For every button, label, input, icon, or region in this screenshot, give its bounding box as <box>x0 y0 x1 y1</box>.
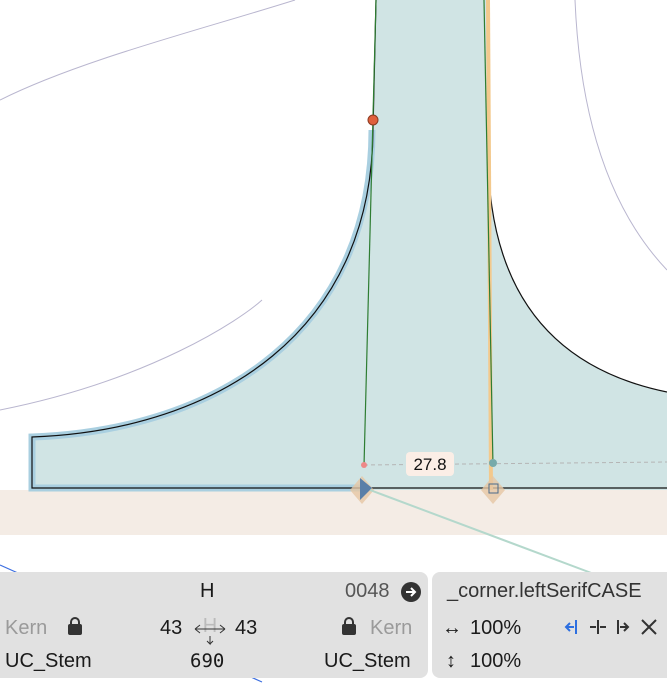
component-name[interactable]: _corner.leftSerifCASE <box>447 580 642 602</box>
measure-label: 27.8 <box>413 455 446 474</box>
node[interactable] <box>367 114 379 126</box>
right-metrics-key[interactable]: UC_Stem <box>324 650 411 672</box>
glyph-name[interactable]: H <box>200 580 215 602</box>
glyph-width[interactable]: 690 <box>190 650 225 672</box>
node[interactable] <box>489 459 497 467</box>
lock-icon[interactable] <box>340 616 358 636</box>
handle-line <box>363 0 377 467</box>
scale-x-icon: ↔ <box>442 617 462 639</box>
glyph-shape[interactable] <box>30 0 667 490</box>
handle-line <box>483 0 494 467</box>
measure-label-bg <box>406 452 454 476</box>
alignment-tools[interactable] <box>562 616 662 638</box>
go-button[interactable] <box>400 581 422 603</box>
glyph-info-panel: H 0048 Kern 43 H 43 Kern UC_Stem 690 UC_… <box>0 572 428 678</box>
left-sidebearing[interactable]: 43 <box>160 617 183 639</box>
right-kern[interactable]: Kern <box>370 617 413 639</box>
scale-x[interactable]: 100% <box>470 617 522 639</box>
component-link <box>369 489 611 581</box>
background-arc <box>0 0 296 101</box>
node-square[interactable] <box>488 483 499 494</box>
metrics-icon: H <box>194 615 226 646</box>
baseline-zone <box>0 490 667 535</box>
background-arc <box>0 299 263 411</box>
lock-icon[interactable] <box>66 616 84 636</box>
svg-text:H: H <box>203 615 217 637</box>
start-marker <box>360 478 372 500</box>
node[interactable] <box>361 462 367 468</box>
background-arc <box>574 0 667 271</box>
scale-y[interactable]: 100% <box>470 650 522 672</box>
right-sidebearing[interactable]: 43 <box>235 617 258 639</box>
anchor-diamond[interactable] <box>481 476 505 504</box>
scale-y-icon: ↕ <box>446 650 456 672</box>
unicode[interactable]: 0048 <box>345 580 390 602</box>
guide <box>486 0 493 491</box>
component-panel: _corner.leftSerifCASE ↔ 100% ↕ 100% <box>432 572 667 678</box>
left-metrics-key[interactable]: UC_Stem <box>5 650 92 672</box>
left-kern[interactable]: Kern <box>5 617 48 639</box>
